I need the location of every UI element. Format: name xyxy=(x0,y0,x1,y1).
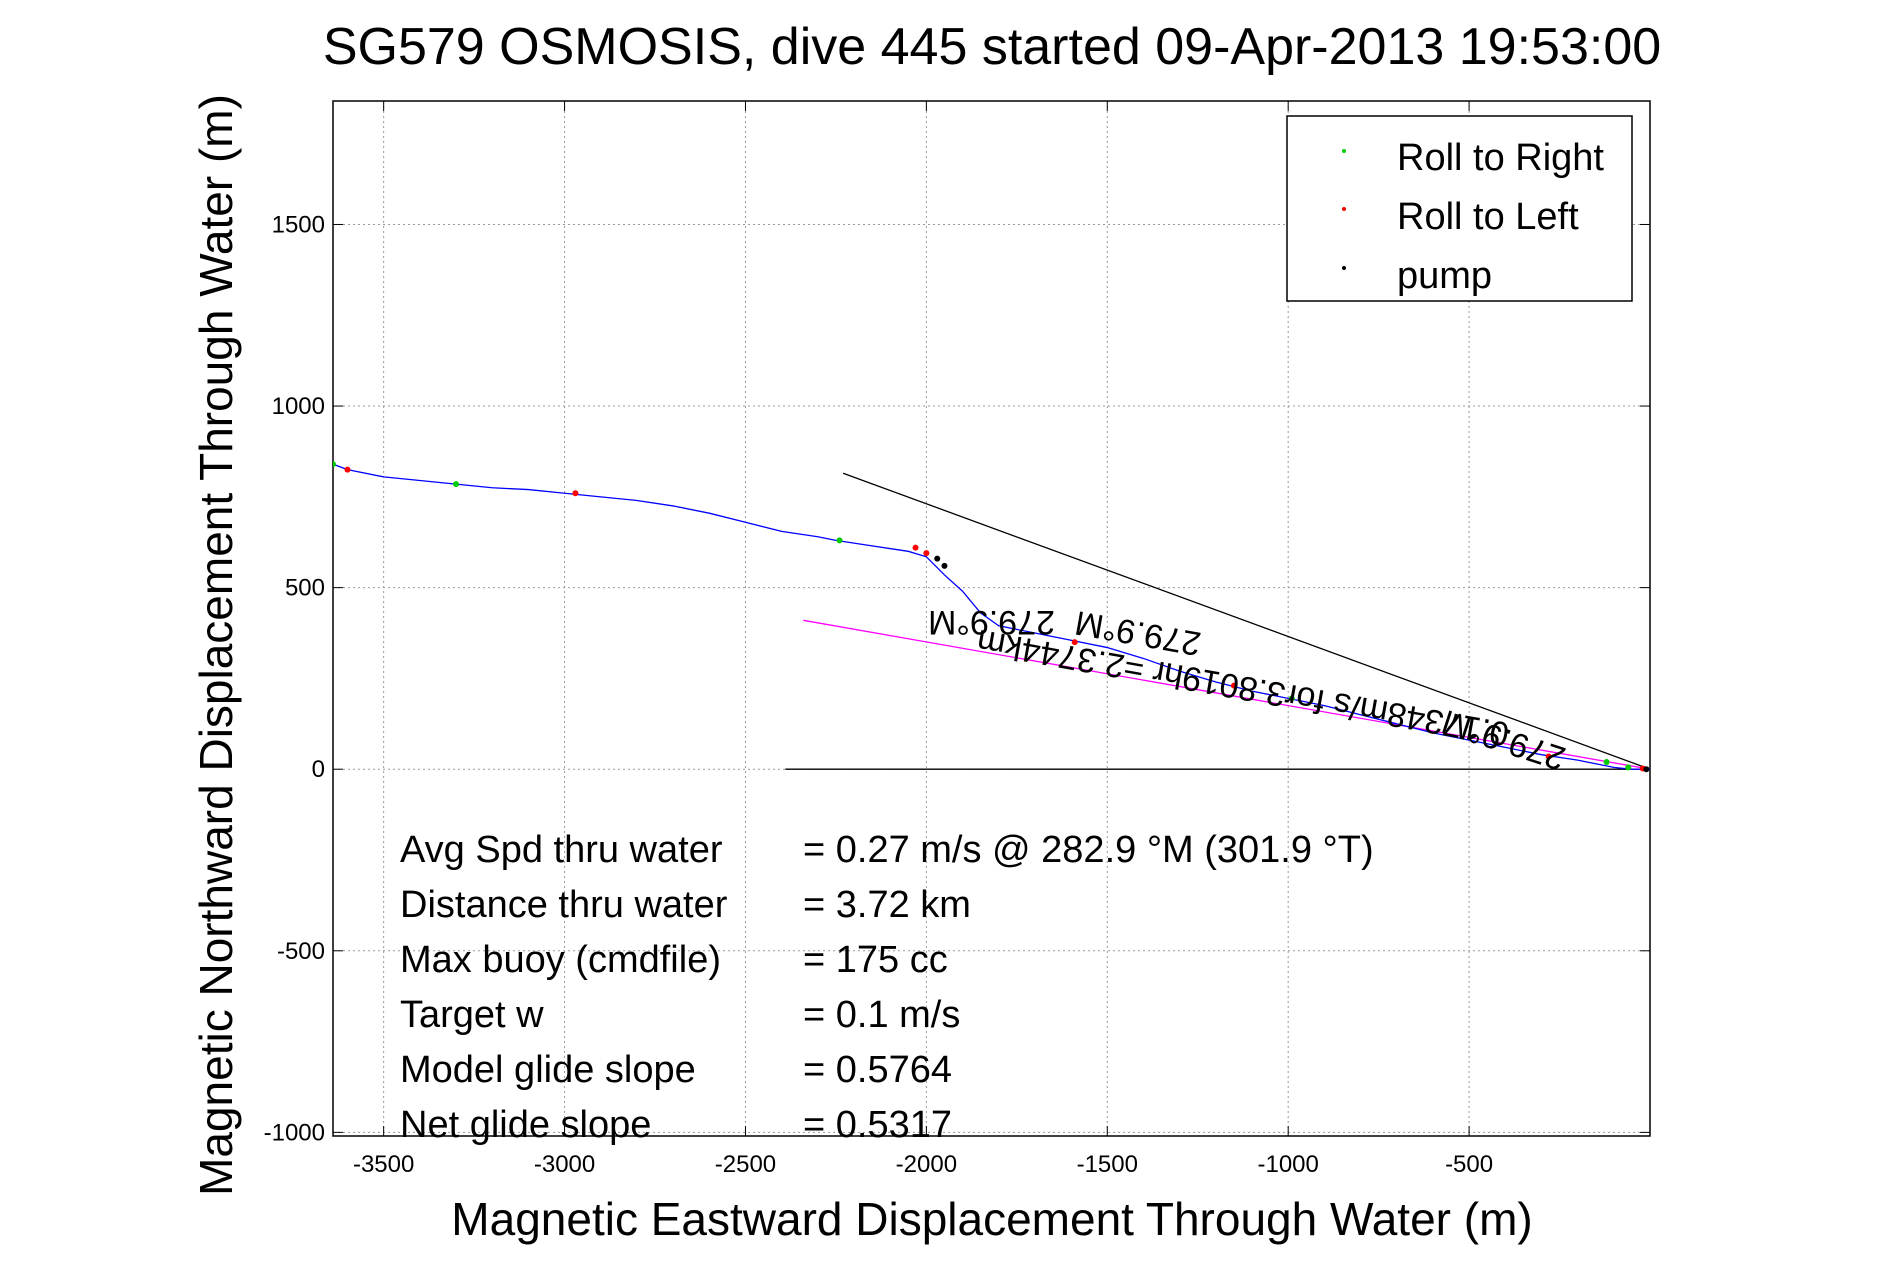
y-tick-label: -500 xyxy=(277,938,325,965)
legend-label-roll-left: Roll to Left xyxy=(1397,196,1579,238)
roll-left-marker xyxy=(912,544,919,551)
x-tick-label: -3500 xyxy=(353,1151,414,1178)
pump-marker xyxy=(941,562,948,569)
y-tick-label: 1000 xyxy=(272,393,325,420)
y-axis-label: Magnetic Northward Displacement Through … xyxy=(190,94,242,1196)
x-tick-label: -500 xyxy=(1445,1151,1493,1178)
track-line xyxy=(333,463,1650,770)
reference-line xyxy=(803,619,1650,770)
marker-layer xyxy=(333,461,1650,773)
roll-right-marker xyxy=(333,461,336,468)
legend-marker-roll-left xyxy=(1342,207,1346,211)
roll-right-marker xyxy=(836,537,843,544)
stats-value: = 0.5764 xyxy=(803,1049,952,1091)
x-tick-label: -3000 xyxy=(534,1151,595,1178)
stats-value: = 0.5317 xyxy=(803,1104,952,1146)
roll-left-marker xyxy=(1545,753,1552,760)
series-layer xyxy=(333,463,1650,770)
stats-label: Model glide slope xyxy=(400,1049,696,1091)
roll-right-marker xyxy=(1288,695,1295,702)
annotation-layer: 279.9°M0.17348m/s for3.8019hr =2.3744km2… xyxy=(928,603,1570,777)
y-tick-label: 0 xyxy=(312,756,325,783)
roll-right-marker xyxy=(1625,764,1632,771)
roll-left-marker xyxy=(1230,682,1237,689)
pump-marker xyxy=(1643,766,1650,773)
y-tick-layer: 1500 1000 500 0 -500 -1000 xyxy=(264,211,1650,1146)
stats-value: = 3.72 km xyxy=(803,884,971,926)
reference-line-layer xyxy=(785,472,1650,770)
plot-frame xyxy=(332,100,1651,1137)
rotated-annotation: 0.17348m/s for3.8019hr =2.3744km xyxy=(974,622,1512,753)
legend-label-roll-right: Roll to Right xyxy=(1397,137,1604,179)
x-tick-label: -1500 xyxy=(1077,1151,1138,1178)
x-tick-label: -2000 xyxy=(896,1151,957,1178)
stats-label: Avg Spd thru water xyxy=(400,829,723,871)
x-tick-label: -2500 xyxy=(715,1151,776,1178)
stats-label: Net glide slope xyxy=(400,1104,651,1146)
chart-title: SG579 OSMOSIS, dive 445 started 09-Apr-2… xyxy=(323,18,1661,76)
roll-left-marker xyxy=(572,490,579,497)
x-tick-label: -1000 xyxy=(1257,1151,1318,1178)
legend-label-pump: pump xyxy=(1397,255,1492,297)
roll-left-marker xyxy=(923,550,930,557)
roll-left-marker xyxy=(1071,639,1078,646)
roll-right-marker xyxy=(1603,758,1610,765)
legend-marker-pump xyxy=(1342,266,1346,270)
legend-marker-roll-right xyxy=(1342,149,1346,153)
stats-label: Target w xyxy=(400,994,544,1036)
legend: Roll to Right Roll to Left pump xyxy=(1286,115,1633,302)
y-tick-label: -1000 xyxy=(264,1119,325,1146)
stats-value: = 175 cc xyxy=(803,939,948,981)
stats-block: Avg Spd thru water = 0.27 m/s @ 282.9 °M … xyxy=(400,829,1374,1146)
roll-right-marker xyxy=(453,481,460,488)
stats-value: = 0.27 m/s @ 282.9 °M (301.9 °T) xyxy=(803,829,1374,871)
stats-label: Distance thru water xyxy=(400,884,728,926)
y-tick-label: 1500 xyxy=(272,211,325,238)
x-axis-label: Magnetic Eastward Displacement Through W… xyxy=(451,1193,1532,1245)
stats-label: Max buoy (cmdfile) xyxy=(400,939,721,981)
rotated-annotation: 279.9°M xyxy=(928,603,1055,641)
y-tick-label: 500 xyxy=(285,575,325,602)
stats-value: = 0.1 m/s xyxy=(803,994,960,1036)
reference-line xyxy=(842,472,1650,770)
rotated-annotation: 279.9°M xyxy=(1437,702,1570,777)
x-tick-layer: -3500 -3000 -2500 -2000 -1500 -1000 -500 xyxy=(353,101,1493,1178)
pump-marker xyxy=(934,555,941,562)
roll-left-marker xyxy=(344,466,351,473)
